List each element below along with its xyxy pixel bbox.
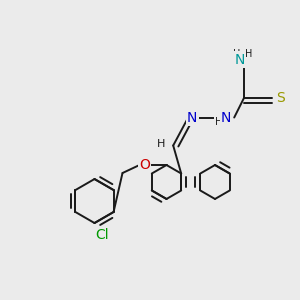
Text: N: N — [235, 52, 245, 67]
Text: O: O — [139, 158, 150, 172]
Text: S: S — [276, 91, 285, 104]
Text: H: H — [244, 49, 252, 58]
Text: H: H — [232, 49, 240, 58]
Text: Cl: Cl — [96, 228, 109, 242]
Text: H: H — [214, 116, 222, 127]
Text: H: H — [157, 139, 165, 148]
Text: N: N — [187, 110, 197, 124]
Text: N: N — [221, 110, 231, 124]
